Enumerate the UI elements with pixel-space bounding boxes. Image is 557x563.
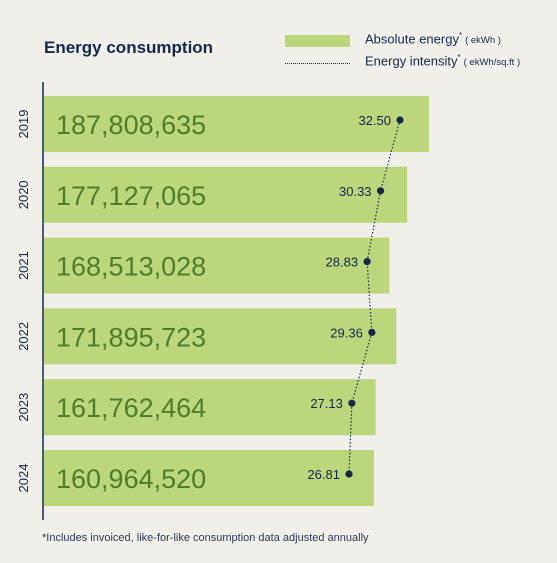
intensity-point-2022 <box>368 328 376 336</box>
intensity-label-2023: 27.13 <box>310 396 343 411</box>
bar-2019 <box>44 96 429 152</box>
intensity-point-2021 <box>363 258 371 266</box>
legend-unit-intensity: ( ekWh/sq.ft ) <box>463 57 521 69</box>
bar-value-label-2024: 160,964,520 <box>56 464 206 494</box>
year-label-2024: 2024 <box>16 464 31 493</box>
bar-2024 <box>44 450 374 506</box>
year-label-2021: 2021 <box>16 251 31 280</box>
legend-swatch-bar <box>285 35 350 47</box>
bar-2020 <box>44 166 408 223</box>
intensity-label-2019: 32.50 <box>358 113 391 128</box>
intensity-label-2024: 26.81 <box>307 467 340 482</box>
bar-2023 <box>44 379 376 436</box>
intensity-line <box>348 119 401 475</box>
bar-value-label-2019: 187,808,635 <box>56 110 206 140</box>
bar-value-label-2020: 177,127,065 <box>56 181 206 211</box>
intensity-point-2024 <box>345 470 353 478</box>
year-label-2023: 2023 <box>16 393 31 422</box>
legend-marker-intensity: * <box>457 53 461 62</box>
year-label-2020: 2020 <box>16 180 31 209</box>
legend-unit-absolute: ( ekWh ) <box>465 35 501 47</box>
intensity-label-2020: 30.33 <box>339 184 372 199</box>
legend-marker-absolute: * <box>458 31 463 40</box>
intensity-point-2023 <box>348 399 356 407</box>
legend-label-energy-intensity: Energy intensity <box>365 53 458 69</box>
bar-value-label-2022: 171,895,723 <box>56 322 206 352</box>
bar-2022 <box>44 308 397 365</box>
bar-2021 <box>44 237 390 294</box>
intensity-label-2022: 29.36 <box>330 325 363 340</box>
intensity-point-2019 <box>396 116 404 124</box>
year-label-2022: 2022 <box>16 322 31 351</box>
legend-label-absolute-energy: Absolute energy <box>365 31 459 47</box>
legend-swatch-line <box>285 63 350 64</box>
year-label-2019: 2019 <box>16 110 31 139</box>
chart-title: Energy consumption <box>44 38 214 57</box>
intensity-label-2021: 28.83 <box>326 255 359 270</box>
bar-value-label-2021: 168,513,028 <box>56 252 206 282</box>
bar-value-label-2023: 161,762,464 <box>56 393 206 423</box>
intensity-point-2020 <box>376 187 385 195</box>
footnote: *Includes invoiced, like-for-like consum… <box>42 532 369 544</box>
